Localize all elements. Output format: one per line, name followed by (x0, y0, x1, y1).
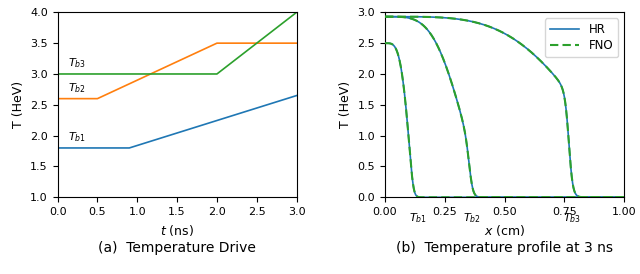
Y-axis label: T (HeV): T (HeV) (12, 81, 24, 128)
Y-axis label: T (HeV): T (HeV) (339, 81, 352, 128)
X-axis label: $x$ (cm): $x$ (cm) (484, 222, 525, 238)
Text: $T_{b1}$: $T_{b1}$ (68, 130, 86, 144)
Text: $T_{b1}$: $T_{b1}$ (409, 211, 427, 225)
Title: (a)  Temperature Drive: (a) Temperature Drive (98, 241, 256, 255)
Text: $T_{b3}$: $T_{b3}$ (68, 56, 86, 70)
Text: $T_{b2}$: $T_{b2}$ (68, 81, 86, 95)
X-axis label: $t$ (ns): $t$ (ns) (160, 222, 194, 238)
Legend: HR, FNO: HR, FNO (545, 18, 618, 57)
Title: (b)  Temperature profile at 3 ns: (b) Temperature profile at 3 ns (396, 241, 613, 255)
Text: $T_{b2}$: $T_{b2}$ (463, 211, 481, 225)
Text: $T_{b3}$: $T_{b3}$ (563, 211, 581, 225)
